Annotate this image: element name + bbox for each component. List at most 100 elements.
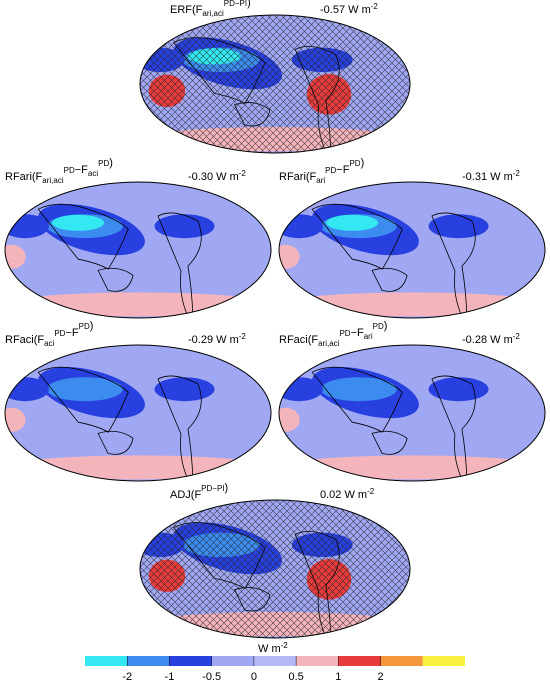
global-mean-unit: W m — [490, 334, 513, 346]
title-superscript: PD — [349, 159, 360, 168]
panel-title: ERF(Fari,aciPD−PI) — [170, 0, 251, 18]
colorbar-bin — [296, 656, 339, 666]
map-panel: ERF(Fari,aciPD−PI) -0.57 W m-2 — [139, 0, 411, 154]
positive-region — [279, 455, 545, 480]
global-mean-unit: W m — [216, 171, 239, 183]
negative-region — [428, 377, 489, 402]
title-subscript: aci — [44, 339, 54, 348]
title-superscript: PD — [339, 329, 350, 338]
title-superscript: PD−PI — [201, 484, 224, 493]
colorbar-bin — [380, 656, 423, 666]
positive-region — [5, 244, 26, 269]
coastline — [37, 203, 202, 318]
panel-title: RFari(Fari,aciPD−FaciPD) — [5, 157, 113, 185]
global-mean-value: 0.02 — [320, 489, 341, 501]
global-mean-value: -0.30 — [188, 171, 213, 183]
title-superscript: PD — [64, 166, 75, 175]
negative-region — [320, 377, 397, 402]
title-text: ) — [225, 482, 229, 494]
colorbar-bin — [253, 656, 297, 666]
negative-region — [154, 214, 215, 239]
map-field — [140, 15, 410, 153]
global-mean-value: -0.57 — [320, 4, 345, 16]
colorbar-tick-label: -0.5 — [202, 671, 221, 683]
map-panel: ADJ(FPD−PI) 0.02 W m-2 — [139, 482, 411, 639]
global-mean-unit: W m — [216, 334, 239, 346]
coastline — [311, 203, 476, 318]
colorbar-unit: W m — [258, 643, 281, 655]
colorbar-unit-sup: -2 — [281, 641, 289, 650]
map-field — [140, 500, 410, 638]
negative-region — [428, 214, 489, 239]
positive-region — [5, 407, 26, 432]
positive-region — [279, 292, 545, 317]
colorbar-tick-label: 1 — [335, 671, 341, 683]
global-mean-unit-sup: -2 — [367, 487, 375, 496]
map-field — [279, 345, 545, 481]
title-subscript: ari — [316, 176, 325, 185]
positive-region — [5, 455, 271, 480]
title-text: RFaci(F — [5, 334, 44, 346]
negative-region — [154, 377, 215, 402]
global-mean: -0.29 W m-2 — [188, 332, 246, 346]
title-superscript: PD — [98, 159, 109, 168]
title-text: −F — [351, 327, 364, 339]
global-mean-unit-sup: -2 — [371, 2, 379, 11]
coastline — [311, 366, 476, 481]
colorbar-bin — [422, 656, 465, 666]
negative-region — [326, 214, 379, 231]
global-mean-unit-sup: -2 — [239, 169, 247, 178]
title-subscript: ari,aci — [202, 9, 224, 18]
map-border — [139, 14, 411, 154]
positive-region — [279, 407, 300, 432]
positive-region — [279, 244, 300, 269]
title-superscript: PD−PI — [224, 0, 247, 8]
title-superscript: PD — [54, 329, 65, 338]
hatching — [140, 15, 410, 153]
panel-title: RFaci(Fari,aciPD−FariPD) — [279, 320, 387, 348]
title-subscript: ari — [364, 332, 373, 341]
colorbar-bin — [169, 656, 212, 666]
global-mean-unit: W m — [344, 489, 367, 501]
global-mean-value: -0.31 — [462, 171, 487, 183]
global-mean: 0.02 W m-2 — [320, 487, 375, 501]
panel-title: RFaci(FaciPD−FPD) — [5, 320, 93, 348]
title-text: RFaci(F — [279, 334, 318, 346]
map-border — [278, 344, 546, 482]
global-mean: -0.31 W m-2 — [462, 169, 520, 183]
title-text: ERF(F — [170, 4, 203, 16]
global-mean-unit-sup: -2 — [513, 169, 521, 178]
title-text: −F — [75, 164, 88, 176]
map-panel: RFaci(Fari,aciPD−FariPD)-0.28 W m-2 — [278, 320, 546, 482]
title-text: −F — [336, 164, 349, 176]
colorbar-tick-label: -2 — [122, 671, 132, 683]
global-mean-unit: W m — [490, 171, 513, 183]
map-border — [139, 499, 411, 639]
title-text: RFari(F — [5, 171, 43, 183]
map-panel: RFari(Fari,aciPD−FaciPD) -0.30 W m-2 — [4, 157, 272, 319]
colorbar-bin — [211, 656, 254, 666]
colorbar-bin — [85, 656, 128, 666]
title-text: RFari(F — [279, 171, 317, 183]
colorbar-tick-label: 2 — [377, 671, 383, 683]
panel-title: ADJ(FPD−PI) — [170, 482, 228, 501]
hatching — [140, 500, 410, 638]
title-subscript: ari,aci — [318, 339, 340, 348]
map-field — [279, 182, 545, 318]
global-mean: -0.28 W m-2 — [462, 332, 520, 346]
map-panel: RFari(FariPD−FPD)-0.31 W m-2 — [278, 157, 546, 319]
colorbar-bin — [338, 656, 381, 666]
title-subscript: ari,aci — [42, 176, 64, 185]
title-superscript: PD — [373, 322, 384, 331]
global-mean-unit: W m — [348, 4, 371, 16]
global-mean-unit-sup: -2 — [513, 332, 521, 341]
map-panel: RFaci(FaciPD−FPD) -0.29 W m-2 — [4, 320, 272, 482]
panel-title: RFari(FariPD−FPD) — [279, 157, 364, 185]
global-mean: -0.57 W m-2 — [320, 2, 378, 16]
title-text: ) — [109, 157, 113, 169]
map-border — [4, 344, 272, 482]
positive-region — [5, 292, 271, 317]
coastline — [37, 366, 202, 481]
